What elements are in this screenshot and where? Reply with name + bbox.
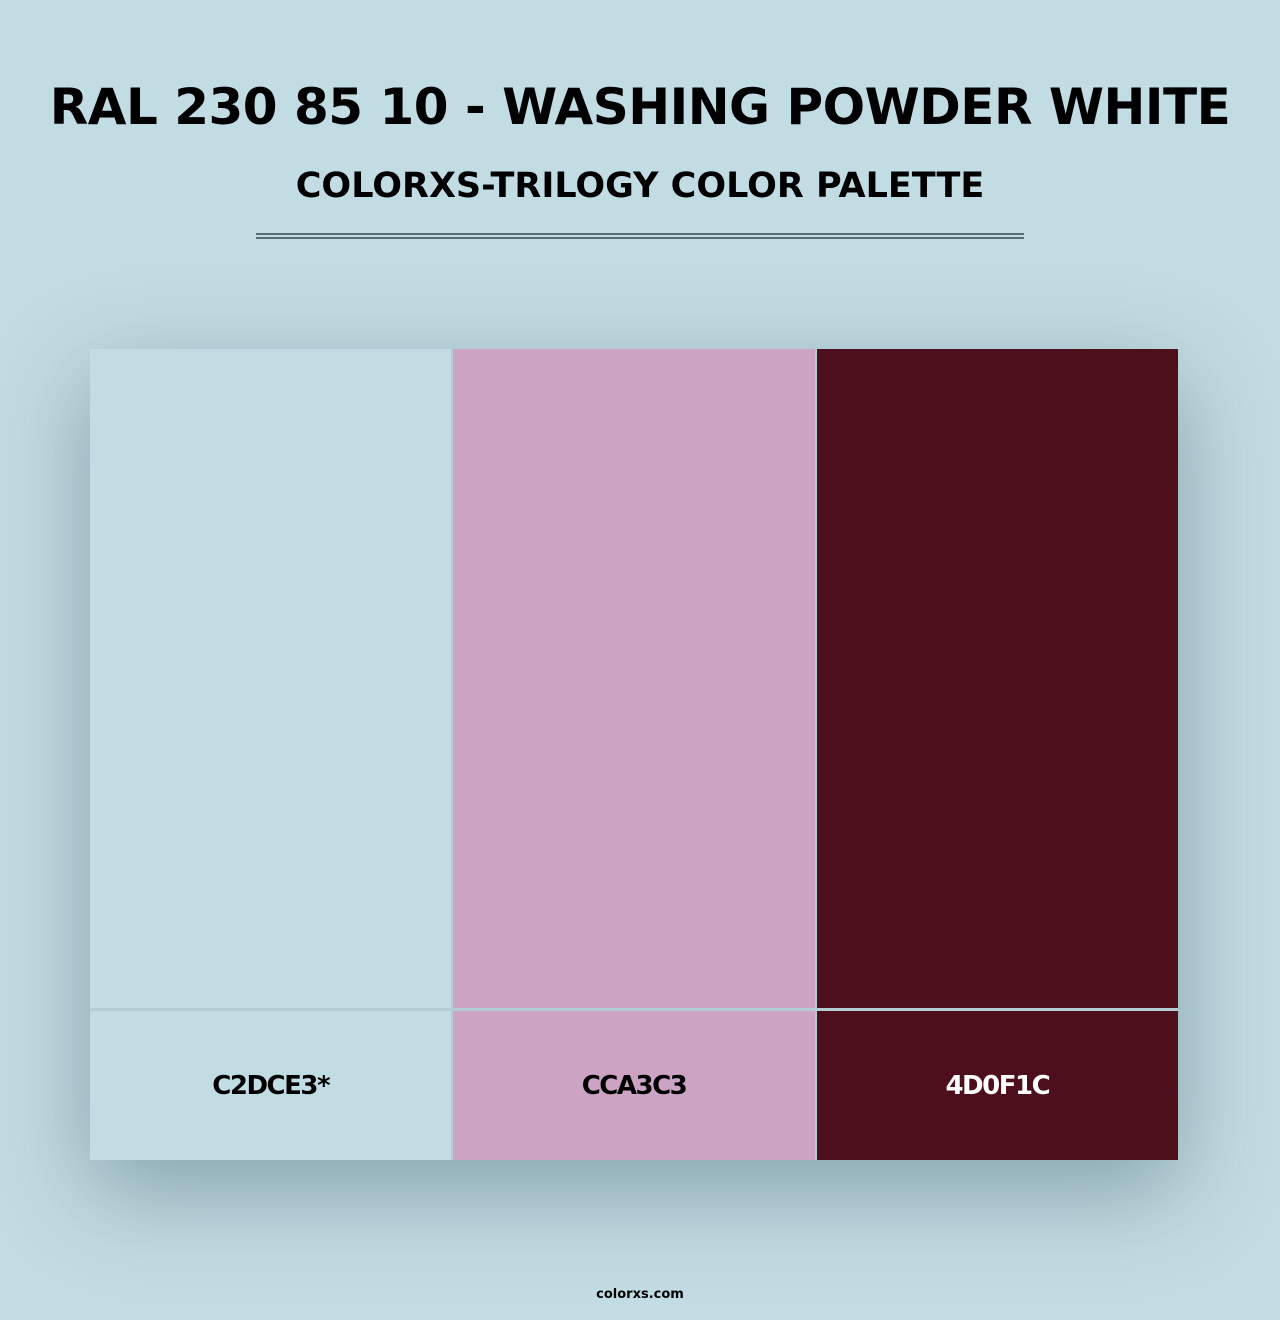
divider	[256, 233, 1024, 235]
color-swatch[interactable]	[90, 349, 452, 1008]
palette-card: C2DCE3* CCA3C3 4D0F1C	[90, 349, 1178, 1160]
page-subtitle: COLORXS-TRILOGY COLOR PALETTE	[295, 166, 985, 206]
color-swatch[interactable]	[453, 349, 815, 1008]
page-title: RAL 230 85 10 - WASHING POWDER WHITE	[49, 78, 1231, 136]
color-column: CCA3C3	[453, 349, 815, 1160]
color-hex-label[interactable]: 4D0F1C	[816, 1011, 1178, 1160]
footer-site-link[interactable]: colorxs.com	[596, 1287, 684, 1302]
color-column: C2DCE3*	[90, 349, 452, 1160]
color-hex-label[interactable]: C2DCE3*	[90, 1011, 452, 1160]
color-hex-label[interactable]: CCA3C3	[453, 1011, 815, 1160]
color-column: 4D0F1C	[816, 349, 1178, 1160]
color-swatch[interactable]	[816, 349, 1178, 1008]
